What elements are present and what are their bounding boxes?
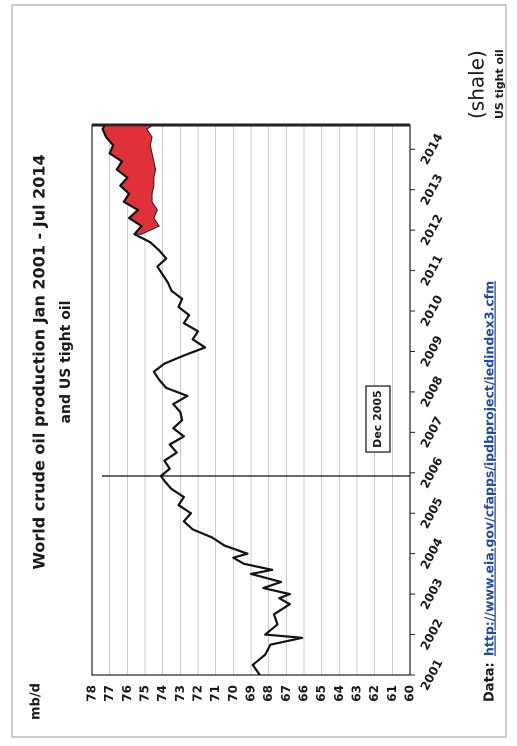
y-tick-label: 61 — [385, 685, 399, 702]
source-link[interactable]: http://www.eia.gov/cfapps/ipdbproject/ie… — [482, 281, 497, 656]
legend-label: US tight oil — [493, 49, 506, 119]
x-tick-label: 2004 — [418, 535, 446, 571]
x-tick-label: 2003 — [418, 576, 446, 612]
y-tick-label: 75 — [138, 685, 152, 702]
y-tick-label: 70 — [226, 685, 240, 702]
y-tick-label: 60 — [403, 685, 417, 702]
source-label: Data: — [483, 662, 498, 702]
y-tick-label: 74 — [155, 685, 169, 702]
y-tick-label: 77 — [102, 685, 116, 702]
x-tick-label: 2001 — [418, 657, 446, 693]
y-tick-label: 71 — [208, 685, 222, 702]
y-tick-label: 72 — [191, 685, 205, 702]
rotated-chart: World crude oil production Jan 2001 - Ju… — [29, 49, 507, 720]
x-tick-label: 2014 — [418, 131, 446, 167]
x-tick-label: 2009 — [418, 333, 446, 369]
annotation-label: Dec 2005 — [371, 390, 384, 448]
x-tick-label: 2012 — [418, 212, 446, 248]
annotation-box — [365, 385, 391, 453]
x-tick-label: 2006 — [418, 455, 446, 491]
y-tick-label: 63 — [350, 685, 364, 702]
chart-border — [11, 4, 507, 738]
x-tick-label: 2002 — [418, 616, 446, 652]
world-line — [101, 125, 304, 676]
y-tick-label: 73 — [173, 685, 187, 702]
chart-title: World crude oil production Jan 2001 - Ju… — [30, 154, 49, 569]
x-tick-label: 2013 — [418, 171, 446, 207]
y-tick-label: 69 — [244, 685, 258, 702]
y-tick-label: 78 — [85, 685, 99, 702]
x-tick-label: 2008 — [418, 374, 446, 410]
chart-subtitle: and US tight oil — [58, 301, 74, 424]
y-tick-label: 62 — [367, 685, 381, 702]
x-tick-label: 2005 — [418, 495, 446, 531]
series-note: (shale) — [465, 50, 489, 119]
y-tick-label: 66 — [297, 685, 311, 702]
y-tick-label: 65 — [314, 685, 328, 702]
y-tick-label: 64 — [332, 685, 346, 702]
x-tick-label: 2010 — [418, 293, 446, 329]
x-tick-label: 2011 — [418, 252, 446, 288]
y-axis-label: mb/d — [29, 683, 44, 720]
y-tick-label: 67 — [279, 685, 293, 702]
x-tick-label: 2007 — [418, 414, 446, 450]
y-tick-label: 76 — [120, 685, 134, 702]
y-tick-label: 68 — [261, 685, 275, 702]
